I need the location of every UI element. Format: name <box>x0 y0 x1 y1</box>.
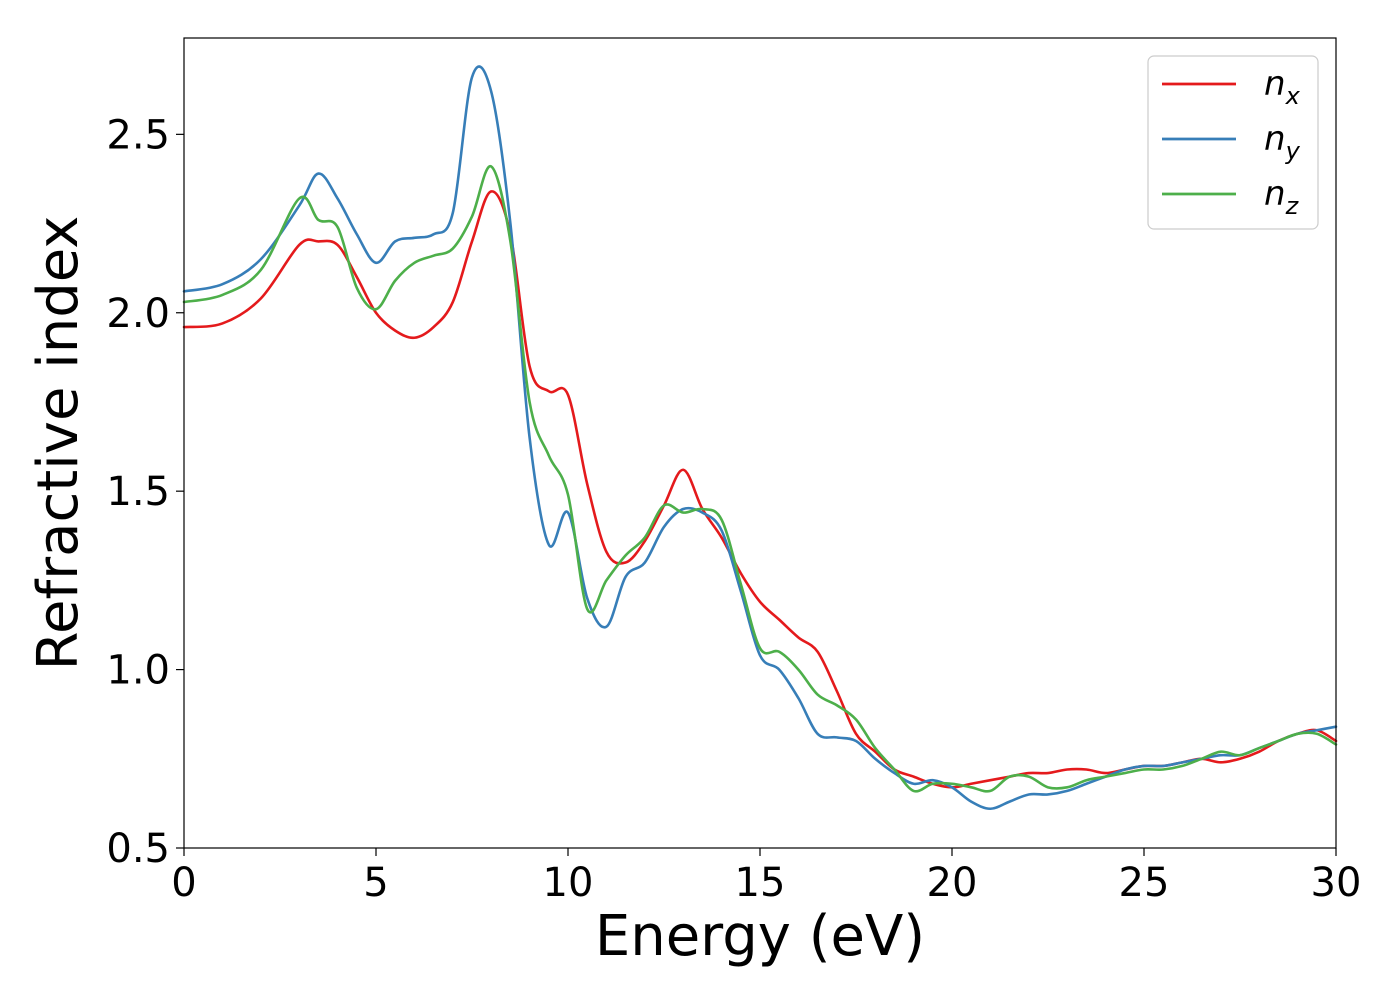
legend-label-nx: nx <box>1264 64 1301 110</box>
series-line-nz <box>182 165 1338 793</box>
x-tick-label: 30 <box>1311 860 1362 906</box>
y-tick-label: 2.0 <box>106 291 170 337</box>
y-tick-label: 2.5 <box>106 112 170 158</box>
y-tick-label: 0.5 <box>106 826 170 872</box>
plot-lines <box>182 65 1338 811</box>
series-line-ny <box>182 65 1338 811</box>
y-tick-label: 1.0 <box>106 648 170 694</box>
y-axis-title: Refractive index <box>26 216 91 671</box>
x-tick-label: 20 <box>927 860 978 906</box>
y-axis-ticks: 0.5 1.0 1.5 2.0 2.5 <box>106 112 184 872</box>
x-tick-label: 5 <box>363 860 388 906</box>
x-tick-label: 0 <box>171 860 196 906</box>
x-axis-ticks: 0 5 10 15 20 25 30 <box>171 848 1361 906</box>
x-axis-title: Energy (eV) <box>595 904 925 969</box>
legend-box <box>1147 55 1319 230</box>
x-tick-label: 25 <box>1119 860 1170 906</box>
x-tick-label: 10 <box>543 860 594 906</box>
y-tick-label: 1.5 <box>106 469 170 515</box>
legend-label-ny: ny <box>1264 119 1301 165</box>
x-tick-label: 15 <box>735 860 786 906</box>
